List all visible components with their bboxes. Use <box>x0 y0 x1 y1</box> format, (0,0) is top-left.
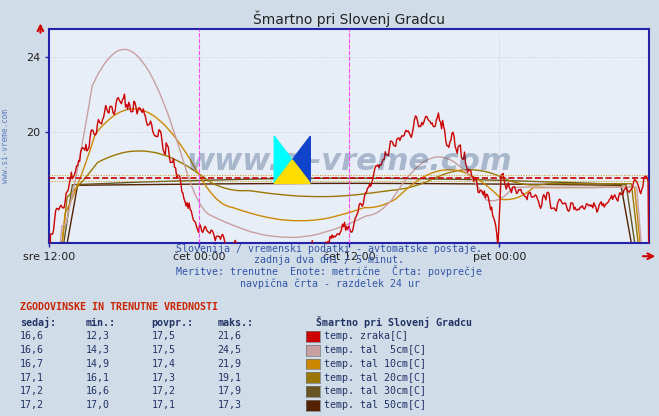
Text: Šmartno pri Slovenj Gradcu: Šmartno pri Slovenj Gradcu <box>316 316 473 328</box>
Text: 17,1: 17,1 <box>20 373 43 383</box>
Text: 17,2: 17,2 <box>20 386 43 396</box>
Text: 16,6: 16,6 <box>20 345 43 355</box>
Text: navpična črta - razdelek 24 ur: navpična črta - razdelek 24 ur <box>239 278 420 289</box>
Text: 21,6: 21,6 <box>217 332 241 342</box>
Text: 17,5: 17,5 <box>152 345 175 355</box>
Text: 21,9: 21,9 <box>217 359 241 369</box>
Text: temp. tal  5cm[C]: temp. tal 5cm[C] <box>324 345 426 355</box>
Text: 24,5: 24,5 <box>217 345 241 355</box>
Text: 14,3: 14,3 <box>86 345 109 355</box>
Text: Meritve: trenutne  Enote: metrične  Črta: povprečje: Meritve: trenutne Enote: metrične Črta: … <box>177 265 482 277</box>
Text: 16,6: 16,6 <box>20 332 43 342</box>
Text: 17,1: 17,1 <box>152 400 175 410</box>
Text: ZGODOVINSKE IN TRENUTNE VREDNOSTI: ZGODOVINSKE IN TRENUTNE VREDNOSTI <box>20 302 217 312</box>
Text: 17,5: 17,5 <box>152 332 175 342</box>
Text: maks.:: maks.: <box>217 318 254 328</box>
Text: min.:: min.: <box>86 318 116 328</box>
Polygon shape <box>293 136 310 183</box>
Text: 17,0: 17,0 <box>86 400 109 410</box>
Text: zadnja dva dni / 5 minut.: zadnja dva dni / 5 minut. <box>254 255 405 265</box>
Text: 12,3: 12,3 <box>86 332 109 342</box>
Text: 16,1: 16,1 <box>86 373 109 383</box>
Text: 17,2: 17,2 <box>20 400 43 410</box>
Text: povpr.:: povpr.: <box>152 318 194 328</box>
Text: temp. tal 50cm[C]: temp. tal 50cm[C] <box>324 400 426 410</box>
Text: www.si-vreme.com: www.si-vreme.com <box>1 109 10 183</box>
Text: 17,9: 17,9 <box>217 386 241 396</box>
Text: 17,3: 17,3 <box>152 373 175 383</box>
Text: 17,3: 17,3 <box>217 400 241 410</box>
Text: 14,9: 14,9 <box>86 359 109 369</box>
Text: www.si-vreme.com: www.si-vreme.com <box>186 147 512 176</box>
Text: 17,4: 17,4 <box>152 359 175 369</box>
Text: temp. zraka[C]: temp. zraka[C] <box>324 332 408 342</box>
Text: temp. tal 10cm[C]: temp. tal 10cm[C] <box>324 359 426 369</box>
Text: 16,7: 16,7 <box>20 359 43 369</box>
Text: sedaj:: sedaj: <box>20 317 56 328</box>
Text: 19,1: 19,1 <box>217 373 241 383</box>
Text: Slovenija / vremenski podatki - avtomatske postaje.: Slovenija / vremenski podatki - avtomats… <box>177 244 482 254</box>
Text: 17,2: 17,2 <box>152 386 175 396</box>
Title: Šmartno pri Slovenj Gradcu: Šmartno pri Slovenj Gradcu <box>253 10 445 27</box>
Text: temp. tal 30cm[C]: temp. tal 30cm[C] <box>324 386 426 396</box>
Text: 16,6: 16,6 <box>86 386 109 396</box>
Polygon shape <box>274 136 293 183</box>
Text: temp. tal 20cm[C]: temp. tal 20cm[C] <box>324 373 426 383</box>
Polygon shape <box>274 160 310 183</box>
